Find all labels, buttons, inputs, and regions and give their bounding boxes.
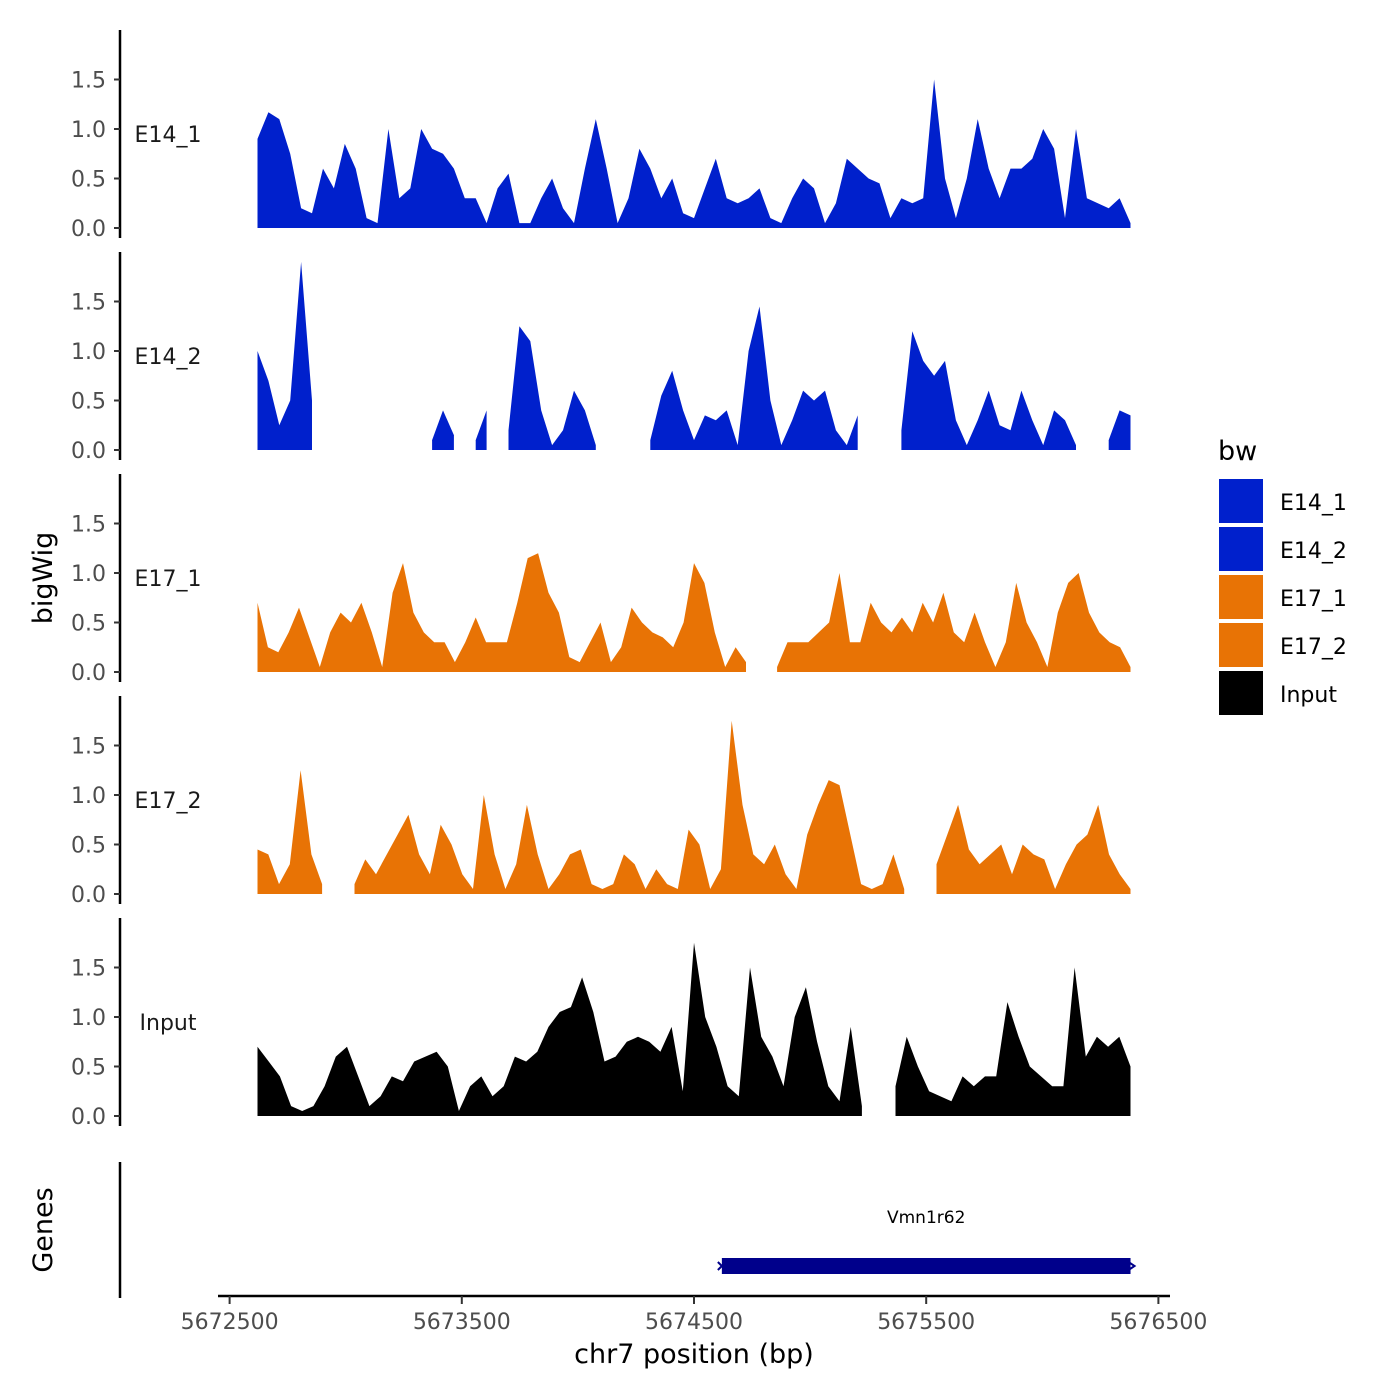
y-tick-label: 1.5: [71, 957, 106, 982]
legend-label-E14_1: E14_1: [1280, 491, 1347, 516]
y-tick-label: 0.5: [71, 612, 106, 637]
gene-start-marker: [717, 1261, 727, 1271]
y-tick-label: 0.0: [71, 1105, 106, 1130]
area-E17_2: [936, 804, 1131, 894]
y-tick-label: 1.5: [71, 69, 106, 94]
legend-label-E14_2: E14_2: [1280, 539, 1347, 564]
area-E14_2: [650, 306, 858, 450]
legend-title: bw: [1218, 436, 1257, 467]
area-E17_2: [354, 720, 905, 894]
facet-label-E17_2: E17_2: [135, 789, 202, 814]
y-tick-label: 1.5: [71, 291, 106, 316]
area-E14_2: [475, 410, 487, 450]
panel-Input: 0.0 0.5 1.0 1.5 Input: [71, 918, 1131, 1130]
area-E14_2: [257, 261, 312, 450]
y-tick-label: 0.5: [71, 390, 106, 415]
x-axis-ticks: 5672500 5673500 5674500 5675500 5676500: [181, 1296, 1207, 1335]
genes-axis-title: Genes: [28, 1187, 59, 1272]
legend-key-E14_2: [1217, 525, 1265, 573]
area-Input: [257, 942, 862, 1116]
y-tick-label: 1.0: [71, 784, 106, 809]
area-E17_1: [777, 573, 1131, 672]
area-Input: [895, 967, 1131, 1116]
y-tick-label: 0.0: [71, 217, 106, 242]
y-tick-label: 0.0: [71, 661, 106, 686]
area-E17_2: [257, 770, 323, 894]
x-tick-label: 5672500: [181, 1310, 279, 1335]
panel-E14_1: 0.0 0.5 1.0 1.5 E14_1: [71, 30, 1131, 242]
panel-E14_2: 0.0 0.5 1.0 1.5 E14_2: [71, 252, 1131, 464]
y-tick-label: 1.5: [71, 513, 106, 538]
legend-key-E17_2: [1217, 621, 1265, 669]
facet-label-E17_1: E17_1: [135, 567, 202, 592]
area-E14_2: [1108, 410, 1131, 450]
x-tick-label: 5675500: [877, 1310, 975, 1335]
facet-label-E14_2: E14_2: [135, 345, 202, 370]
panel-E17_1: 0.0 0.5 1.0 1.5 E17_1: [71, 474, 1131, 686]
legend-label-Input: Input: [1280, 683, 1337, 708]
gene-strand-arrow: [1127, 1261, 1137, 1271]
y-tick-label: 0.0: [71, 883, 106, 908]
legend-label-E17_2: E17_2: [1280, 635, 1347, 660]
area-E14_1: [257, 79, 1131, 228]
legend-key-E17_1: [1217, 573, 1265, 621]
y-tick-label: 0.5: [71, 168, 106, 193]
area-E14_2: [901, 331, 1076, 450]
legend-items: E14_1 E14_2 E17_1 E17_2 Input: [1217, 477, 1347, 717]
signal-panels: 0.0 0.5 1.0 1.5 E14_1 0.0 0.5 1.0 1.5 E14_2 0.0 0.5…: [71, 30, 1131, 1130]
legend-key-E14_1: [1217, 477, 1265, 525]
legend-label-E17_1: E17_1: [1280, 587, 1347, 612]
y-tick-label: 1.0: [71, 340, 106, 365]
panel-E17_2: 0.0 0.5 1.0 1.5 E17_2: [71, 696, 1131, 908]
y-tick-label: 0.0: [71, 439, 106, 464]
x-axis-title: chr7 position (bp): [574, 1339, 814, 1370]
area-E17_1: [257, 553, 746, 672]
area-E14_2: [508, 326, 596, 450]
y-tick-label: 1.0: [71, 118, 106, 143]
legend: bw E14_1 E14_2 E17_1 E17_2 Input: [1217, 436, 1347, 717]
y-tick-label: 1.0: [71, 562, 106, 587]
x-tick-label: 5673500: [413, 1310, 511, 1335]
area-E14_2: [432, 410, 454, 450]
y-tick-label: 1.0: [71, 1006, 106, 1031]
legend-key-Input: [1217, 669, 1265, 717]
gene-shapes: Vmn1r62: [717, 1208, 1137, 1274]
genes-panel: Vmn1r62: [118, 1162, 1170, 1298]
x-tick-label: 5676500: [1109, 1310, 1207, 1335]
facet-label-Input: Input: [140, 1011, 197, 1036]
x-tick-label: 5674500: [645, 1310, 743, 1335]
y-axis-title: bigWig: [28, 532, 59, 625]
gene-label-Vmn1r62: Vmn1r62: [887, 1208, 965, 1228]
y-tick-label: 0.5: [71, 834, 106, 859]
gene-body-Vmn1r62: [721, 1258, 1131, 1274]
y-tick-label: 1.5: [71, 735, 106, 760]
y-tick-label: 0.5: [71, 1056, 106, 1081]
facet-label-E14_1: E14_1: [135, 123, 202, 148]
